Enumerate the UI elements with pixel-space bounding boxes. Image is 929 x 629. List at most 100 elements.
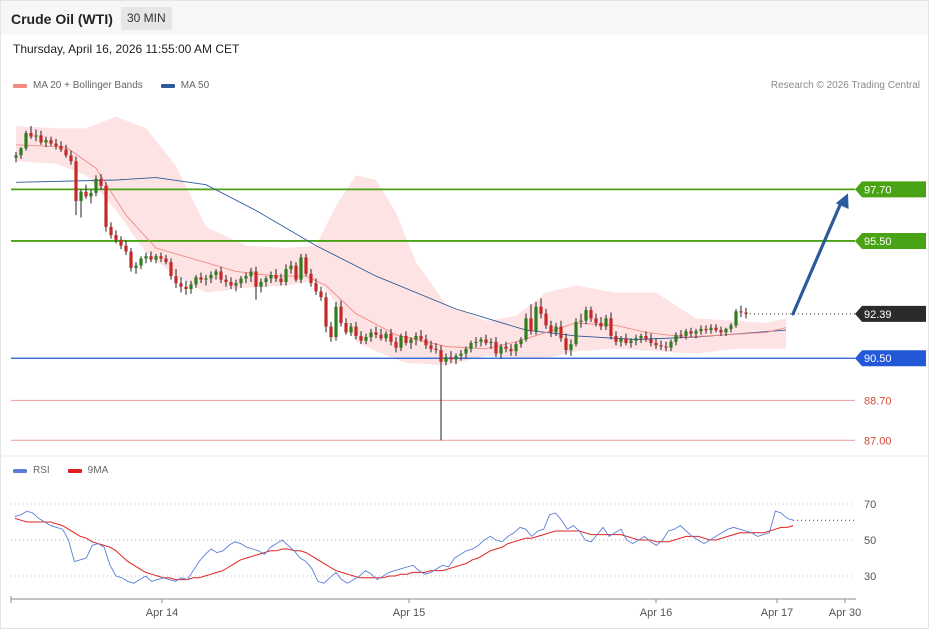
price-level-labels: 97.70 95.50 92.39 90.50 88.70 87.00 bbox=[855, 181, 926, 447]
candle-body bbox=[239, 278, 243, 284]
candle-body bbox=[414, 335, 418, 340]
candle-body bbox=[34, 135, 38, 137]
x-tick-label: Apr 14 bbox=[146, 607, 178, 619]
timestamp: Thursday, April 16, 2026 11:55:00 AM CET bbox=[13, 42, 240, 56]
support-label: 90.50 bbox=[864, 353, 892, 365]
candle-body bbox=[389, 333, 393, 342]
candle-body bbox=[49, 140, 53, 144]
candle-body bbox=[394, 341, 398, 348]
candle-body bbox=[129, 251, 133, 268]
candle-body bbox=[84, 191, 88, 197]
candle-body bbox=[274, 274, 278, 279]
candle-body bbox=[344, 323, 348, 333]
candle-body bbox=[119, 239, 123, 246]
candle-body bbox=[509, 348, 513, 352]
candle-body bbox=[54, 143, 58, 146]
rsi-tick-label: 50 bbox=[864, 535, 876, 547]
candle-body bbox=[589, 310, 593, 319]
candle-body bbox=[314, 283, 318, 292]
candle-body bbox=[689, 331, 693, 334]
candle-body bbox=[179, 283, 183, 287]
candle-body bbox=[594, 318, 598, 324]
ma50-legend-swatch bbox=[160, 83, 175, 88]
candle-body bbox=[159, 256, 163, 259]
research-credit: Research © 2026 Trading Central bbox=[770, 80, 920, 91]
candle-body bbox=[739, 311, 743, 313]
candle-body bbox=[539, 306, 543, 314]
candle-body bbox=[584, 310, 588, 321]
candle-body bbox=[504, 346, 508, 349]
candle-body bbox=[94, 178, 98, 193]
x-tick-label: Apr 17 bbox=[761, 607, 793, 619]
candle-body bbox=[474, 341, 478, 343]
candle-body bbox=[269, 274, 273, 279]
time-axis: Apr 14 Apr 15 Apr 16 Apr 17 Apr 30 bbox=[10, 596, 861, 619]
candle-body bbox=[729, 325, 733, 329]
support-label-bg bbox=[855, 350, 926, 367]
candle-body bbox=[144, 256, 148, 259]
candle-body bbox=[514, 344, 518, 352]
candle-body bbox=[709, 327, 713, 331]
candle-body bbox=[249, 271, 253, 277]
x-tick-label: Apr 16 bbox=[640, 607, 672, 619]
ma20-legend-label: MA 20 + Bollinger Bands bbox=[33, 80, 143, 91]
candle-body bbox=[434, 348, 438, 351]
forecast-arrow bbox=[791, 193, 849, 316]
rsi-ma-legend-swatch bbox=[67, 468, 82, 473]
candle-body bbox=[674, 334, 678, 342]
candle-body bbox=[544, 313, 548, 326]
candle-body bbox=[354, 326, 358, 336]
candle-body bbox=[14, 155, 18, 158]
candle-body bbox=[134, 265, 138, 268]
candle-body bbox=[194, 277, 198, 285]
candle-body bbox=[439, 350, 443, 362]
candle-body bbox=[634, 338, 638, 341]
instrument-title: Crude Oil (WTI) bbox=[11, 11, 113, 27]
candle-body bbox=[294, 265, 298, 280]
candle-body bbox=[89, 192, 93, 197]
candle-body bbox=[454, 355, 458, 360]
candlesticks bbox=[14, 126, 748, 441]
candle-body bbox=[184, 286, 188, 290]
candle-body bbox=[169, 262, 173, 277]
candle-body bbox=[384, 333, 388, 339]
candle-body bbox=[564, 338, 568, 351]
rsi-ma-line bbox=[14, 517, 794, 581]
candle-body bbox=[714, 327, 718, 331]
candle-body bbox=[549, 325, 553, 333]
rsi-panel: 30 50 70 bbox=[11, 499, 876, 584]
candle-body bbox=[199, 277, 203, 280]
candle-body bbox=[304, 257, 308, 274]
last-price-label: 92.39 bbox=[864, 309, 892, 321]
timeframe-badge[interactable]: 30 MIN bbox=[121, 7, 172, 30]
candle-body bbox=[469, 342, 473, 349]
candle-body bbox=[74, 161, 78, 202]
candle-body bbox=[229, 282, 233, 286]
candle-body bbox=[424, 339, 428, 346]
candle-body bbox=[429, 345, 433, 349]
candle-body bbox=[124, 245, 128, 252]
candle-body bbox=[219, 271, 223, 280]
candle-body bbox=[654, 342, 658, 346]
candle-body bbox=[109, 226, 113, 236]
ma20-legend-swatch bbox=[13, 83, 27, 88]
candle-body bbox=[629, 340, 633, 343]
candle-body bbox=[559, 326, 563, 339]
candle-body bbox=[479, 339, 483, 342]
candle-body bbox=[284, 269, 288, 282]
candle-body bbox=[244, 276, 248, 279]
candle-body bbox=[574, 321, 578, 345]
candle-body bbox=[579, 320, 583, 322]
candle-body bbox=[189, 284, 193, 290]
rsi-tick-label: 30 bbox=[864, 571, 876, 583]
candle-body bbox=[289, 265, 293, 270]
candle-body bbox=[529, 318, 533, 332]
ma20-line bbox=[15, 144, 787, 350]
candle-body bbox=[569, 344, 573, 351]
candle-body bbox=[149, 256, 153, 260]
candle-body bbox=[204, 278, 208, 280]
candle-body bbox=[329, 326, 333, 338]
candle-body bbox=[664, 346, 668, 348]
candle-body bbox=[44, 140, 48, 143]
